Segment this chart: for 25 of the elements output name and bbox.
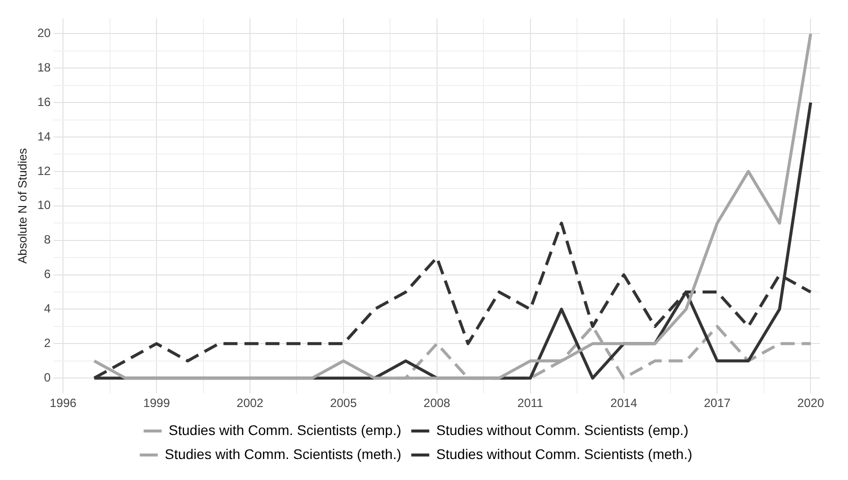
y-tick-label: 20 <box>37 26 52 40</box>
legend-label: Studies without Comm. Scientists (emp.) <box>436 422 688 438</box>
x-tick-label: 2020 <box>797 396 824 410</box>
x-tick-label: 2011 <box>517 396 544 410</box>
y-tick-label: 16 <box>37 94 52 109</box>
y-tick-label: 8 <box>44 232 52 247</box>
y-tick-label: 0 <box>44 370 52 384</box>
y-tick-label: 2 <box>44 336 52 350</box>
x-tick-label: 2017 <box>704 396 731 410</box>
y-axis-title: Absolute N of Studies <box>16 148 30 264</box>
y-tick-label: 6 <box>44 267 52 282</box>
y-tick-label: 10 <box>37 198 52 212</box>
legend-label: Studies without Comm. Scientists (meth.) <box>436 446 692 462</box>
x-tick-label: 2014 <box>610 396 638 410</box>
y-tick-label: 4 <box>44 302 52 316</box>
y-tick-label: 18 <box>37 60 52 74</box>
y-tick-label: 14 <box>37 129 52 144</box>
x-tick-label: 2008 <box>424 396 451 410</box>
legend-label: Studies with Comm. Scientists (meth.) <box>164 446 402 462</box>
x-tick-label: 2005 <box>330 396 358 410</box>
y-tick-label: 12 <box>37 164 52 178</box>
legend-label: Studies with Comm. Scientists (emp.) <box>168 422 402 438</box>
x-tick-label: 1999 <box>143 396 170 410</box>
x-tick-label: 1996 <box>50 396 77 410</box>
x-tick-label: 2002 <box>236 396 264 410</box>
